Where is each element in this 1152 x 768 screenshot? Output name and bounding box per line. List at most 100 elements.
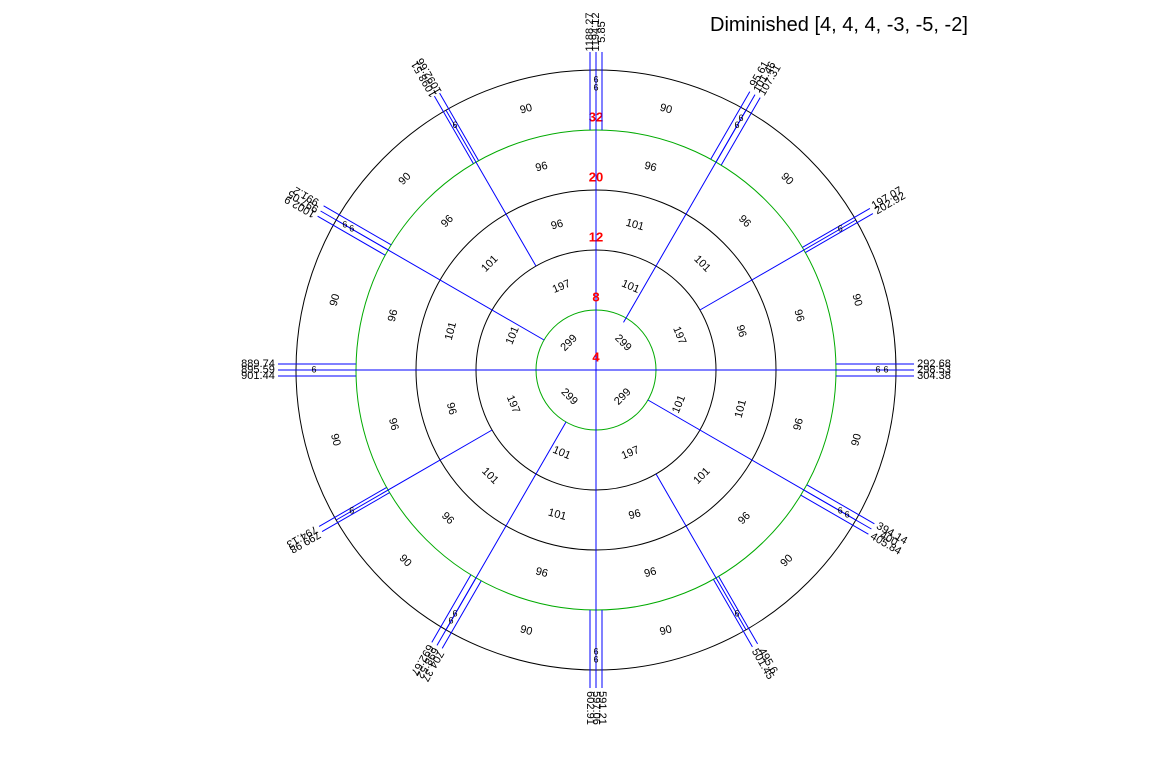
sector-value-32-outer-7: 90 [397,552,414,569]
offset-line-SSE-0 [718,576,759,645]
sector-value-20-32-8: 96 [386,417,401,432]
offset-label-N-2: 5.85 [596,21,608,42]
sector-value-12-20-2: 96 [734,324,749,339]
sector-value-20-32-2: 96 [791,308,806,323]
sector-value-4-8-1: 299 [612,386,633,407]
offset-line-WNW-0 [317,215,386,256]
gap-marker-WSW-0: 6 [349,505,354,515]
offset-line-ESE-0 [806,484,875,525]
offset-line-WNW-2 [323,205,392,246]
gap-marker-ESE-1: 6 [845,509,850,519]
sector-value-32-outer-6: 90 [519,623,534,638]
offset-line-WSW-1 [318,486,387,527]
gap-marker-SSE-0: 6 [734,609,739,619]
offset-label-S-0: 591.21 [596,691,608,725]
sector-value-32-outer-9: 90 [328,293,343,308]
offset-line-NNW-0 [433,95,474,164]
ring-label-12: 12 [589,229,603,244]
sector-value-12-20-0: 101 [624,217,645,233]
sector-value-20-32-3: 96 [791,417,806,432]
sector-value-4-8-2: 299 [558,386,579,407]
gap-marker-ENE-0: 6 [838,223,843,233]
offset-label-W-1: 895.59 [241,364,275,376]
gap-marker-NNE-0: 6 [734,120,739,130]
sector-value-4-8-3: 299 [558,332,579,353]
sector-value-20-32-5: 96 [643,565,658,580]
spoke-diagonal-3 [655,473,747,631]
offset-line-SSW-2 [431,574,472,643]
gap-marker-E-0: 6 [875,364,880,374]
offset-line-ENE-1 [805,213,874,254]
offset-label-E-0: 292.68 [917,358,951,370]
sector-value-8-12-5: 197 [504,394,522,416]
offset-line-SSW-0 [441,580,482,649]
sector-value-20-32-4: 96 [736,510,753,527]
sector-value-8-12-7: 197 [551,278,573,296]
sector-value-32-outer-2: 90 [849,293,864,308]
ring-label-20: 20 [589,169,603,184]
offset-line-NNE-2 [720,97,761,166]
sector-value-20-32-7: 96 [439,510,456,527]
sector-value-32-outer-10: 90 [396,170,413,187]
sector-value-12-20-11: 96 [550,218,565,233]
sector-value-12-20-8: 96 [444,401,459,416]
offset-line-ESE-2 [800,494,869,535]
sector-value-12-20-9: 101 [443,321,459,342]
gap-marker-E-1: 6 [883,364,888,374]
sector-value-12-20-7: 101 [479,465,500,486]
offset-label-W-0: 901.44 [241,370,275,382]
gap-marker-ESE-0: 6 [838,505,843,515]
offset-label-W-2: 889.74 [241,358,275,370]
sector-value-32-outer-4: 90 [778,552,795,569]
offset-line-SSE-1 [712,579,753,648]
sector-value-8-12-2: 101 [670,394,688,416]
offset-line-NNW-1 [439,92,480,161]
offset-line-NNE-1 [715,94,756,163]
diagram-title: Diminished [4, 4, 4, -3, -5, -2] [710,14,968,36]
sector-value-4-8-0: 299 [612,332,633,353]
offset-label-E-1: 298.53 [917,364,951,376]
gap-marker-N-0: 6 [593,82,598,92]
offset-line-NNE-0 [710,91,751,160]
gap-marker-W-0: 6 [311,364,316,374]
offset-label-N-1: 1194.12 [590,13,602,52]
offset-label-N-0: 1188.27 [584,13,596,52]
sector-value-8-12-4: 101 [551,444,573,462]
sector-value-32-outer-1: 90 [778,170,795,187]
spoke-diagonal-5 [335,429,493,521]
offset-line-ESE-1 [803,489,872,530]
sector-value-32-outer-8: 90 [328,432,343,447]
sector-value-20-32-1: 96 [736,213,753,230]
offset-line-WSW-0 [321,492,390,533]
sector-value-32-outer-5: 90 [658,623,673,638]
gap-marker-S-0: 6 [593,646,598,656]
sector-value-8-12-0: 101 [620,278,642,296]
sector-value-12-20-4: 101 [691,465,712,486]
gap-marker-SSW-0: 6 [452,609,457,619]
sector-value-12-20-10: 101 [479,253,500,274]
offset-label-S-2: 602.91 [584,691,596,725]
ring-label-8: 8 [592,289,599,304]
sector-value-32-outer-0: 90 [658,102,673,117]
gap-marker-N-1: 6 [593,74,598,84]
sector-value-12-20-6: 101 [547,507,568,523]
sector-value-12-20-1: 101 [691,253,712,274]
sector-value-8-12-6: 101 [504,325,522,347]
sector-value-8-12-1: 197 [670,325,688,347]
gap-marker-NNW-0: 6 [452,120,457,130]
sector-value-8-12-3: 197 [620,444,642,462]
gap-marker-S-1: 6 [593,654,598,664]
gap-marker-NNE-1: 6 [738,113,743,123]
sector-value-20-32-0: 96 [643,160,658,175]
sector-value-20-32-6: 96 [534,565,549,580]
sector-value-32-outer-11: 90 [519,102,534,117]
gap-marker-SSW-1: 6 [448,616,453,626]
ring-label-4: 4 [592,349,600,364]
spoke-diagonal-7 [445,109,537,267]
sector-value-32-outer-3: 90 [849,432,864,447]
sector-value-12-20-3: 101 [733,398,749,419]
sector-value-20-32-9: 96 [386,308,401,323]
offset-label-E-2: 304.38 [917,370,951,382]
spoke-diagonal-1 [699,219,857,311]
sector-value-20-32-10: 96 [439,213,456,230]
